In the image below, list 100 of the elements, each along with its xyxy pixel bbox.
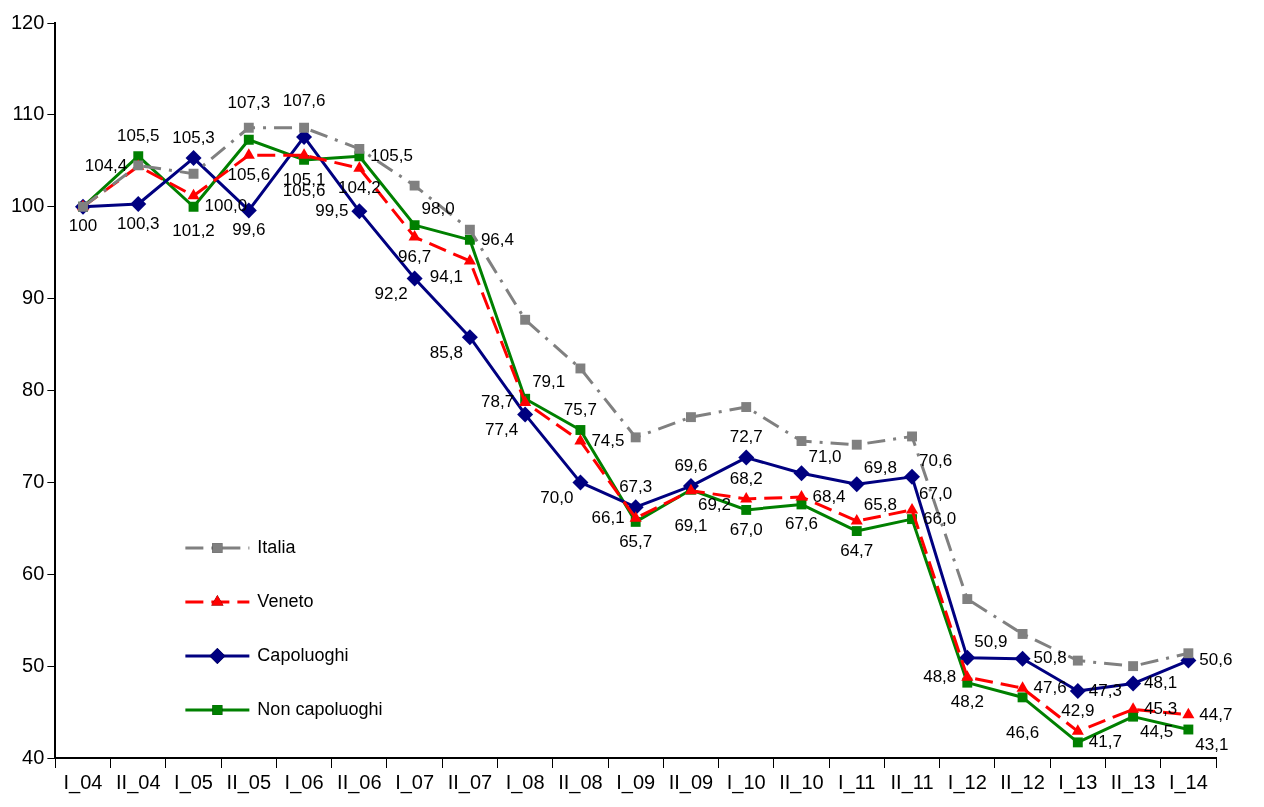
data-label: 43,1 (1195, 735, 1229, 755)
point (1072, 655, 1083, 666)
x-tick-label: II_08 (558, 770, 603, 794)
point (353, 161, 366, 172)
x-tick-label: II_04 (116, 770, 161, 794)
point (738, 449, 755, 466)
data-label: 48,1 (1144, 673, 1178, 693)
point (187, 188, 200, 200)
point (741, 504, 752, 515)
point (1127, 702, 1140, 713)
point (572, 474, 589, 491)
point (299, 122, 310, 133)
data-label: 65,7 (619, 531, 653, 551)
point (905, 502, 919, 514)
point (185, 150, 202, 167)
data-label: 100,3 (117, 213, 160, 233)
data-label: 48,2 (950, 692, 984, 712)
data-label: 70,6 (919, 450, 953, 470)
data-label: 50,6 (1199, 650, 1233, 670)
point (848, 476, 865, 493)
data-label: 47,6 (1033, 677, 1067, 697)
y-tick-label: 100 (10, 194, 45, 217)
y-tick-label: 90 (22, 286, 45, 309)
point (517, 406, 534, 423)
data-label: 42,9 (1061, 701, 1095, 721)
point (1071, 724, 1084, 735)
x-tick-label: I_06 (284, 770, 324, 794)
data-label: 77,4 (485, 420, 519, 440)
data-label: 67,3 (619, 476, 653, 496)
data-label: 74,5 (591, 430, 625, 450)
x-tick-label: I_13 (1058, 770, 1098, 794)
point (961, 670, 974, 681)
y-tick-label: 120 (10, 10, 45, 33)
data-label: 96,7 (398, 246, 432, 266)
data-label: 50,8 (1033, 648, 1067, 668)
data-label: 96,4 (480, 229, 514, 249)
point (1014, 650, 1031, 667)
data-label: 105,5 (117, 125, 160, 145)
data-label: 99,6 (232, 220, 266, 240)
x-tick-label: II_11 (890, 770, 934, 794)
x-tick-label: I_07 (395, 770, 435, 794)
legend-label: Non capoluoghi (257, 698, 383, 719)
data-label: 65,8 (863, 494, 897, 514)
point (796, 436, 807, 446)
point (188, 168, 199, 179)
data-label: 46,6 (1006, 723, 1040, 743)
point (904, 468, 921, 485)
point (630, 432, 641, 443)
point (575, 363, 586, 374)
data-label: 41,7 (1088, 732, 1122, 752)
x-tick-label: II_07 (447, 770, 493, 794)
point (740, 491, 753, 503)
y-tick-label: 60 (22, 561, 45, 584)
data-label: 71,0 (808, 446, 842, 466)
x-tick-label: I_14 (1168, 770, 1208, 794)
point (133, 151, 144, 162)
data-label: 92,2 (374, 284, 408, 304)
point (907, 431, 917, 442)
point (406, 270, 423, 287)
data-label: 69,1 (674, 516, 708, 536)
point (1128, 711, 1139, 722)
point (1069, 682, 1086, 699)
point (520, 314, 531, 325)
y-tick-label: 40 (22, 745, 45, 768)
data-label: 105,3 (172, 127, 215, 147)
point (409, 220, 420, 231)
data-label: 105,5 (370, 145, 413, 165)
point (1182, 707, 1195, 719)
x-tick-label: I_11 (838, 770, 876, 794)
point (629, 511, 642, 522)
data-label: 66,1 (591, 507, 625, 527)
data-label: 67,0 (729, 519, 763, 539)
data-label: 99,5 (315, 201, 349, 221)
x-tick-label: I_08 (505, 770, 545, 794)
point (741, 402, 752, 412)
data-label: 79,1 (532, 372, 566, 392)
point (354, 143, 365, 154)
data-label: 69,6 (674, 455, 708, 475)
x-tick-label: I_09 (616, 770, 656, 794)
point (298, 148, 311, 159)
point (188, 201, 199, 212)
point (464, 224, 475, 235)
point (851, 439, 862, 450)
x-tick-label: II_05 (226, 770, 272, 794)
data-label: 101,2 (172, 221, 215, 241)
point (408, 230, 421, 241)
point (1183, 724, 1194, 735)
point (351, 203, 368, 220)
data-label: 100 (68, 216, 98, 236)
x-tick-label: I_10 (726, 770, 766, 794)
point (1128, 661, 1139, 672)
legend-label: Italia (257, 536, 297, 557)
point (461, 329, 478, 346)
point (242, 148, 255, 159)
data-label: 70,0 (540, 488, 574, 508)
data-label: 72,7 (729, 427, 763, 447)
x-tick-label: II_10 (779, 770, 824, 794)
data-label: 44,7 (1199, 704, 1233, 724)
point (1017, 629, 1028, 639)
data-label: 75,7 (563, 399, 597, 419)
